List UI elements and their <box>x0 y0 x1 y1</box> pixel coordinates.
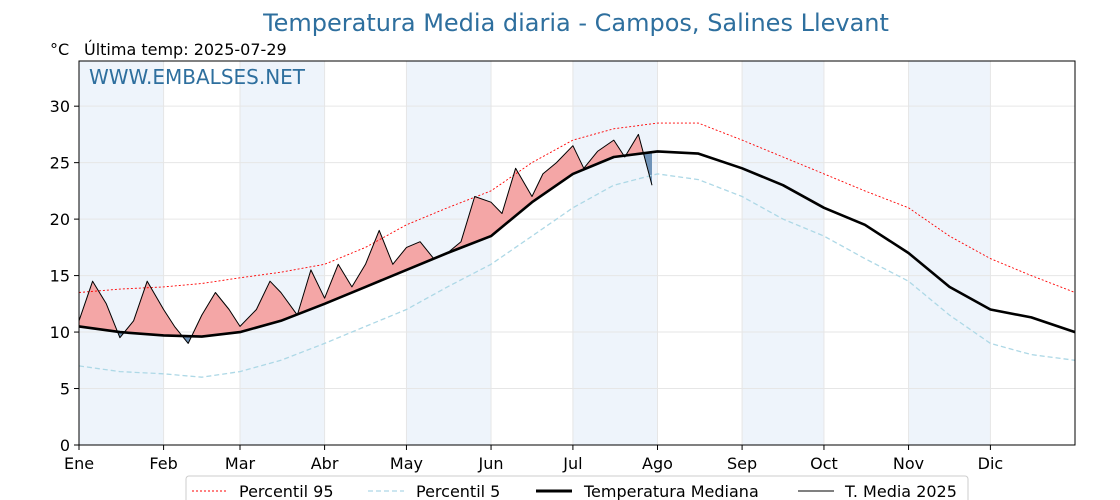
x-axis-ticks: Ene Feb Mar Abr May Jun Jul Ago Sep Oct Nov Dic <box>64 445 1003 473</box>
watermark: WWW.EMBALSES.NET <box>89 65 306 89</box>
legend: Percentil 95 Percentil 5 Temperatura Med… <box>185 475 969 500</box>
below-median-fill <box>182 336 193 344</box>
y-tick-label: 10 <box>50 323 70 342</box>
chart-title: Temperatura Media diaria - Campos, Salin… <box>262 9 889 37</box>
x-tick-label: Sep <box>727 454 757 473</box>
y-tick-label: 0 <box>60 436 70 455</box>
x-tick-label: Dic <box>978 454 1004 473</box>
month-band <box>79 61 164 445</box>
x-tick-label: May <box>390 454 423 473</box>
above-median-fill <box>298 140 625 314</box>
x-tick-label: Abr <box>311 454 339 473</box>
x-tick-label: Nov <box>893 454 924 473</box>
y-axis-ticks: 0 5 10 15 20 25 30 <box>50 97 79 455</box>
unit-label: °C <box>50 40 69 59</box>
x-tick-label: Ene <box>64 454 94 473</box>
y-tick-label: 5 <box>60 380 70 399</box>
month-shading-bands <box>79 61 991 445</box>
y-tick-label: 30 <box>50 97 70 116</box>
legend-label-median: Temperatura Mediana <box>583 482 759 500</box>
x-tick-label: Jul <box>562 454 582 473</box>
median-temperature-line <box>78 150 1076 338</box>
month-band <box>239 61 325 445</box>
x-tick-label: Oct <box>810 454 838 473</box>
above-median-fill <box>125 281 183 336</box>
last-temp-label: Última temp: 2025-07-29 <box>84 40 287 59</box>
percentile-95-line <box>78 122 1076 293</box>
temperature-2025-line <box>78 133 653 344</box>
y-tick-label: 15 <box>50 267 70 286</box>
x-tick-label: Jun <box>478 454 504 473</box>
legend-label-p5: Percentil 5 <box>416 482 500 500</box>
y-tick-label: 20 <box>50 210 70 229</box>
percentile-5-line <box>78 173 1076 378</box>
legend-label-p95: Percentil 95 <box>239 482 334 500</box>
x-tick-label: Feb <box>149 454 177 473</box>
series-lines <box>78 122 1076 378</box>
above-median-fill <box>79 281 119 332</box>
month-band <box>742 61 824 445</box>
legend-label-2025: T. Media 2025 <box>844 482 957 500</box>
y-tick-label: 25 <box>50 154 70 173</box>
month-band <box>908 61 991 445</box>
x-tick-label: Mar <box>225 454 256 473</box>
month-band <box>572 61 658 445</box>
x-tick-label: Ago <box>642 454 673 473</box>
plot-frame <box>78 60 1076 446</box>
legend-box <box>185 475 969 500</box>
